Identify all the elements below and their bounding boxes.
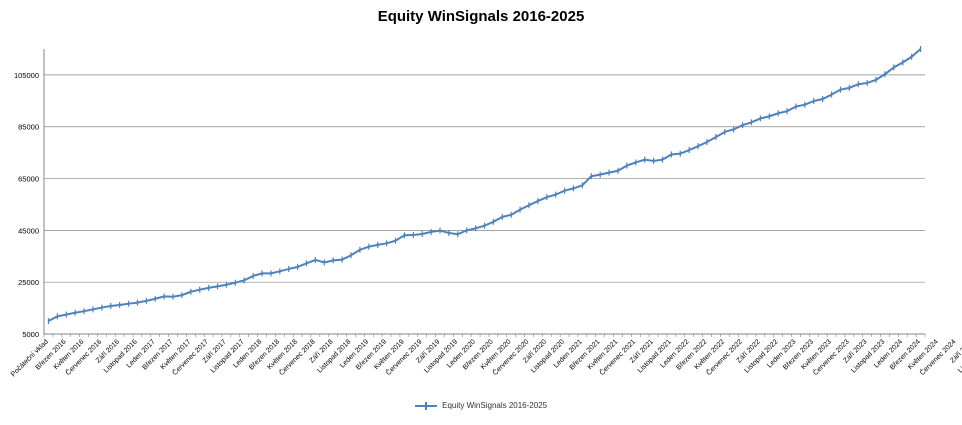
grid-layer bbox=[44, 74, 925, 283]
y-tick-label: 5000 bbox=[22, 330, 39, 339]
y-tick-label: 85000 bbox=[18, 123, 39, 132]
legend-label: Equity WinSignals 2016-2025 bbox=[442, 401, 548, 410]
series-layer bbox=[47, 46, 922, 325]
y-tick-label: 65000 bbox=[18, 175, 39, 184]
axis-layer bbox=[43, 49, 926, 337]
chart-title: Equity WinSignals 2016-2025 bbox=[377, 8, 585, 25]
legend: Equity WinSignals 2016-2025 bbox=[0, 401, 962, 410]
y-tick-label: 25000 bbox=[18, 278, 39, 287]
series-line bbox=[47, 48, 922, 322]
legend-swatch bbox=[414, 401, 437, 410]
y-tick-label: 105000 bbox=[14, 71, 39, 80]
y-tick-label: 45000 bbox=[18, 226, 39, 235]
